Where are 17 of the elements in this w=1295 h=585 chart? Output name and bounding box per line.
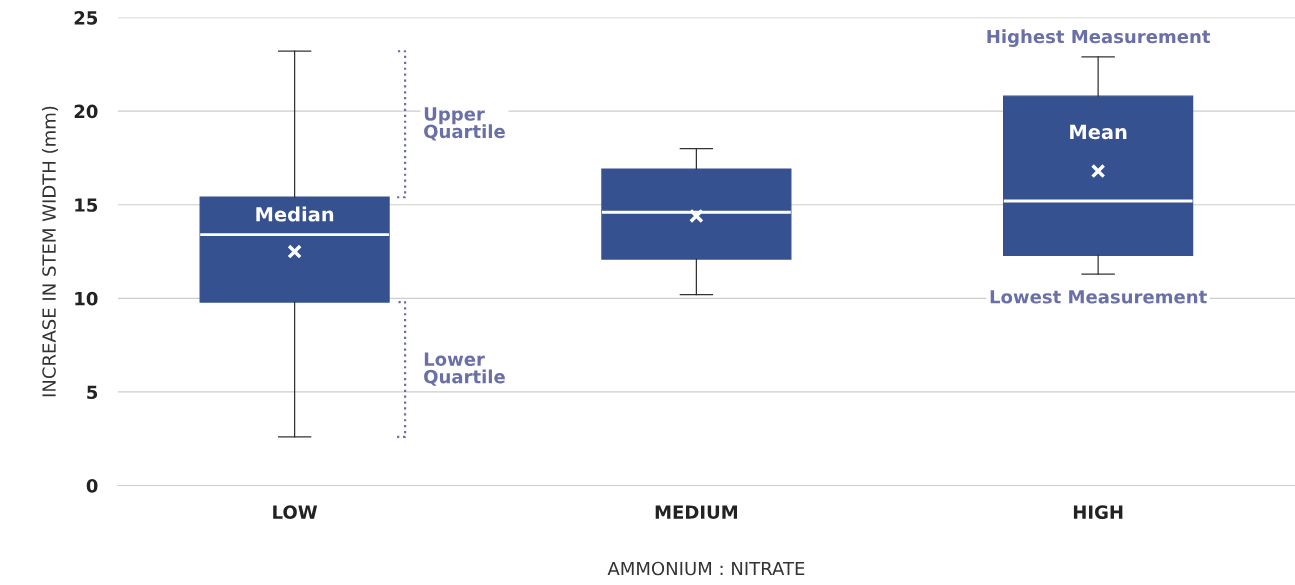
y-tick-label: 10 bbox=[75, 291, 98, 306]
x-axis-title: AMMONIUM : NITRATE bbox=[607, 561, 805, 576]
x-tick-label: LOW bbox=[273, 505, 318, 519]
x-tick-label: HIGH bbox=[1073, 505, 1123, 519]
y-tick-label: 20 bbox=[74, 104, 98, 119]
annotation: Median bbox=[256, 206, 334, 222]
y-tick-label: 0 bbox=[86, 479, 98, 493]
annotation: Lower Quartile bbox=[424, 352, 505, 386]
annotation: Upper Quartile bbox=[424, 107, 505, 141]
annotation: Lowest Measurement bbox=[990, 290, 1207, 304]
y-tick-label: 5 bbox=[87, 385, 98, 400]
y-axis-title: INCREASE IN STEM WIDTH (mm) bbox=[41, 106, 59, 397]
annotation: Mean bbox=[1070, 124, 1127, 140]
y-tick-label: 25 bbox=[74, 11, 98, 25]
annotation: Highest Measurement bbox=[987, 29, 1211, 47]
x-tick-label: MEDIUM bbox=[655, 505, 738, 519]
y-tick-label: 15 bbox=[75, 198, 98, 212]
